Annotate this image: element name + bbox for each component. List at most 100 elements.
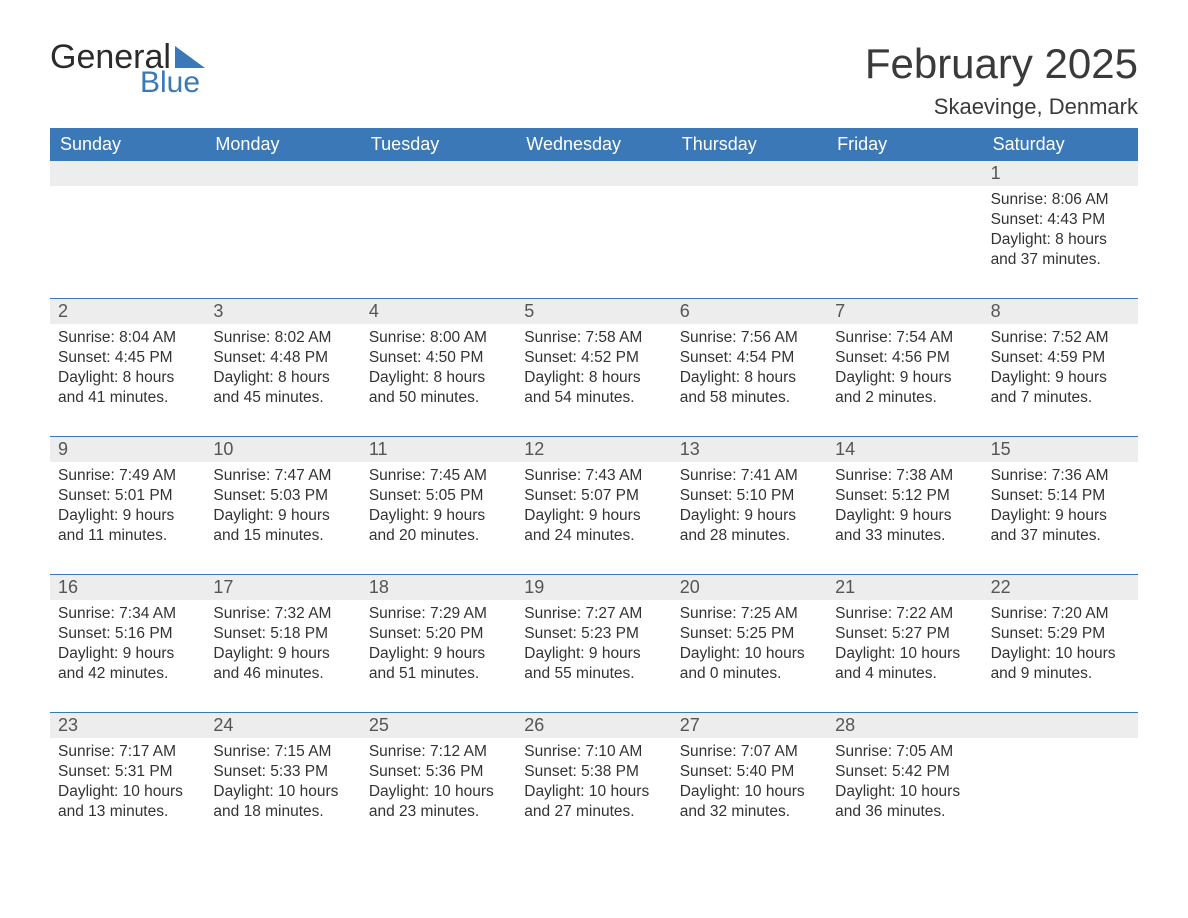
logo: General Blue (50, 40, 205, 98)
day-cell: Sunrise: 7:29 AMSunset: 5:20 PMDaylight:… (361, 600, 516, 690)
day-ss: Sunset: 5:29 PM (991, 624, 1130, 644)
day-d2: and 13 minutes. (58, 802, 197, 822)
day-sr: Sunrise: 7:15 AM (213, 742, 352, 762)
day-header-mon: Monday (205, 128, 360, 161)
day-cell: Sunrise: 8:04 AMSunset: 4:45 PMDaylight:… (50, 324, 205, 414)
day-number: 9 (50, 437, 205, 462)
day-ss: Sunset: 5:36 PM (369, 762, 508, 782)
day-d1: Daylight: 10 hours (680, 782, 819, 802)
day-header-thu: Thursday (672, 128, 827, 161)
day-d2: and 37 minutes. (991, 250, 1130, 270)
day-header-sat: Saturday (983, 128, 1138, 161)
week: 2345678Sunrise: 8:04 AMSunset: 4:45 PMDa… (50, 298, 1138, 414)
day-d1: Daylight: 10 hours (835, 644, 974, 664)
day-ss: Sunset: 4:54 PM (680, 348, 819, 368)
day-d2: and 54 minutes. (524, 388, 663, 408)
day-d2: and 23 minutes. (369, 802, 508, 822)
day-d1: Daylight: 9 hours (835, 506, 974, 526)
day-d2: and 32 minutes. (680, 802, 819, 822)
day-number: 13 (672, 437, 827, 462)
day-cell: Sunrise: 7:20 AMSunset: 5:29 PMDaylight:… (983, 600, 1138, 690)
day-header-sun: Sunday (50, 128, 205, 161)
week: 1Sunrise: 8:06 AMSunset: 4:43 PMDaylight… (50, 161, 1138, 276)
day-number (983, 713, 1138, 738)
daynum-row: 9101112131415 (50, 437, 1138, 462)
day-number: 18 (361, 575, 516, 600)
day-d1: Daylight: 10 hours (58, 782, 197, 802)
day-cell: Sunrise: 7:12 AMSunset: 5:36 PMDaylight:… (361, 738, 516, 828)
day-sr: Sunrise: 8:06 AM (991, 190, 1130, 210)
day-number: 3 (205, 299, 360, 324)
day-cell: Sunrise: 7:22 AMSunset: 5:27 PMDaylight:… (827, 600, 982, 690)
day-cell: Sunrise: 7:15 AMSunset: 5:33 PMDaylight:… (205, 738, 360, 828)
day-sr: Sunrise: 7:47 AM (213, 466, 352, 486)
day-d2: and 36 minutes. (835, 802, 974, 822)
day-cell: Sunrise: 8:06 AMSunset: 4:43 PMDaylight:… (983, 186, 1138, 276)
day-d1: Daylight: 10 hours (524, 782, 663, 802)
day-number: 7 (827, 299, 982, 324)
day-d2: and 28 minutes. (680, 526, 819, 546)
day-sr: Sunrise: 8:04 AM (58, 328, 197, 348)
day-cell: Sunrise: 7:05 AMSunset: 5:42 PMDaylight:… (827, 738, 982, 828)
calendar-body: 1Sunrise: 8:06 AMSunset: 4:43 PMDaylight… (50, 161, 1138, 828)
day-sr: Sunrise: 7:20 AM (991, 604, 1130, 624)
day-sr: Sunrise: 7:34 AM (58, 604, 197, 624)
day-d1: Daylight: 9 hours (524, 644, 663, 664)
day-number: 17 (205, 575, 360, 600)
day-d1: Daylight: 9 hours (213, 644, 352, 664)
daynum-row: 2345678 (50, 299, 1138, 324)
day-cell: Sunrise: 7:41 AMSunset: 5:10 PMDaylight:… (672, 462, 827, 552)
day-cell: Sunrise: 7:56 AMSunset: 4:54 PMDaylight:… (672, 324, 827, 414)
day-number (205, 161, 360, 186)
day-d2: and 50 minutes. (369, 388, 508, 408)
day-d1: Daylight: 9 hours (369, 506, 508, 526)
day-cell: Sunrise: 7:27 AMSunset: 5:23 PMDaylight:… (516, 600, 671, 690)
day-cell: Sunrise: 7:43 AMSunset: 5:07 PMDaylight:… (516, 462, 671, 552)
day-d1: Daylight: 9 hours (524, 506, 663, 526)
day-sr: Sunrise: 7:45 AM (369, 466, 508, 486)
day-d2: and 0 minutes. (680, 664, 819, 684)
day-cells-row: Sunrise: 7:49 AMSunset: 5:01 PMDaylight:… (50, 462, 1138, 552)
day-d1: Daylight: 8 hours (58, 368, 197, 388)
day-ss: Sunset: 5:16 PM (58, 624, 197, 644)
day-number (50, 161, 205, 186)
day-d1: Daylight: 9 hours (58, 506, 197, 526)
day-sr: Sunrise: 7:07 AM (680, 742, 819, 762)
month-title: February 2025 (865, 40, 1138, 88)
day-header-wed: Wednesday (516, 128, 671, 161)
day-ss: Sunset: 5:27 PM (835, 624, 974, 644)
day-d2: and 7 minutes. (991, 388, 1130, 408)
day-number: 20 (672, 575, 827, 600)
day-d2: and 37 minutes. (991, 526, 1130, 546)
day-ss: Sunset: 5:14 PM (991, 486, 1130, 506)
day-cell (205, 186, 360, 276)
day-ss: Sunset: 5:18 PM (213, 624, 352, 644)
day-sr: Sunrise: 7:54 AM (835, 328, 974, 348)
day-number: 21 (827, 575, 982, 600)
day-ss: Sunset: 4:48 PM (213, 348, 352, 368)
day-sr: Sunrise: 7:29 AM (369, 604, 508, 624)
day-sr: Sunrise: 7:12 AM (369, 742, 508, 762)
day-header-fri: Friday (827, 128, 982, 161)
day-ss: Sunset: 4:43 PM (991, 210, 1130, 230)
day-ss: Sunset: 5:10 PM (680, 486, 819, 506)
day-cells-row: Sunrise: 8:04 AMSunset: 4:45 PMDaylight:… (50, 324, 1138, 414)
day-ss: Sunset: 5:40 PM (680, 762, 819, 782)
day-cell: Sunrise: 7:58 AMSunset: 4:52 PMDaylight:… (516, 324, 671, 414)
day-d2: and 11 minutes. (58, 526, 197, 546)
location-text: Skaevinge, Denmark (865, 94, 1138, 120)
day-d1: Daylight: 8 hours (213, 368, 352, 388)
day-d2: and 41 minutes. (58, 388, 197, 408)
day-number: 27 (672, 713, 827, 738)
day-sr: Sunrise: 7:52 AM (991, 328, 1130, 348)
day-ss: Sunset: 5:05 PM (369, 486, 508, 506)
day-d2: and 45 minutes. (213, 388, 352, 408)
day-d1: Daylight: 8 hours (991, 230, 1130, 250)
day-cell (50, 186, 205, 276)
week: 9101112131415Sunrise: 7:49 AMSunset: 5:0… (50, 436, 1138, 552)
daynum-row: 232425262728 (50, 713, 1138, 738)
day-cell: Sunrise: 7:36 AMSunset: 5:14 PMDaylight:… (983, 462, 1138, 552)
day-number: 19 (516, 575, 671, 600)
week: 16171819202122Sunrise: 7:34 AMSunset: 5:… (50, 574, 1138, 690)
day-d2: and 51 minutes. (369, 664, 508, 684)
